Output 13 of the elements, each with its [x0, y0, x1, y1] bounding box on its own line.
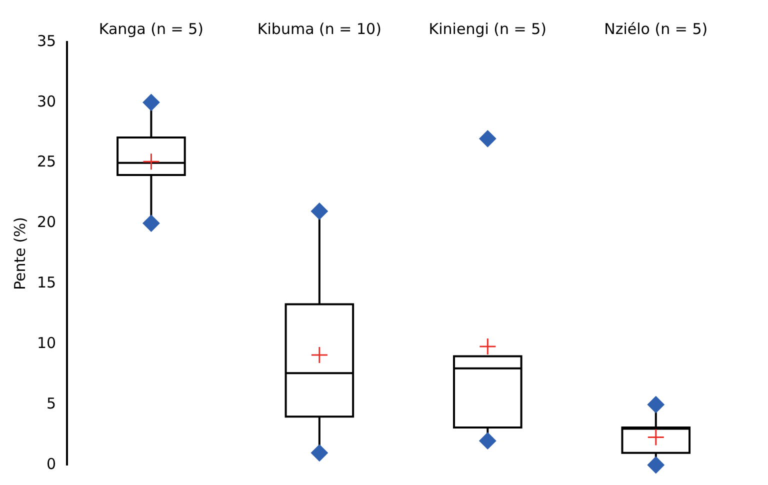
x-tick-label: Kiniengi (n = 5) — [428, 20, 547, 38]
y-axis-title: Pente (%) — [10, 216, 29, 290]
x-tick-label: Nziélo (n = 5) — [604, 20, 708, 38]
y-tick-label: 20 — [36, 213, 56, 232]
y-tick-label: 30 — [36, 92, 56, 110]
x-tick-label: Kibuma (n = 10) — [257, 20, 382, 38]
y-tick-label: 15 — [36, 274, 56, 292]
y-tick-label: 5 — [46, 394, 56, 412]
y-tick-label: 35 — [36, 32, 56, 50]
y-tick-label: 0 — [46, 454, 56, 473]
y-tick-label: 10 — [36, 334, 56, 352]
x-tick-label: Kanga (n = 5) — [98, 20, 204, 38]
y-tick-label: 25 — [36, 152, 56, 171]
